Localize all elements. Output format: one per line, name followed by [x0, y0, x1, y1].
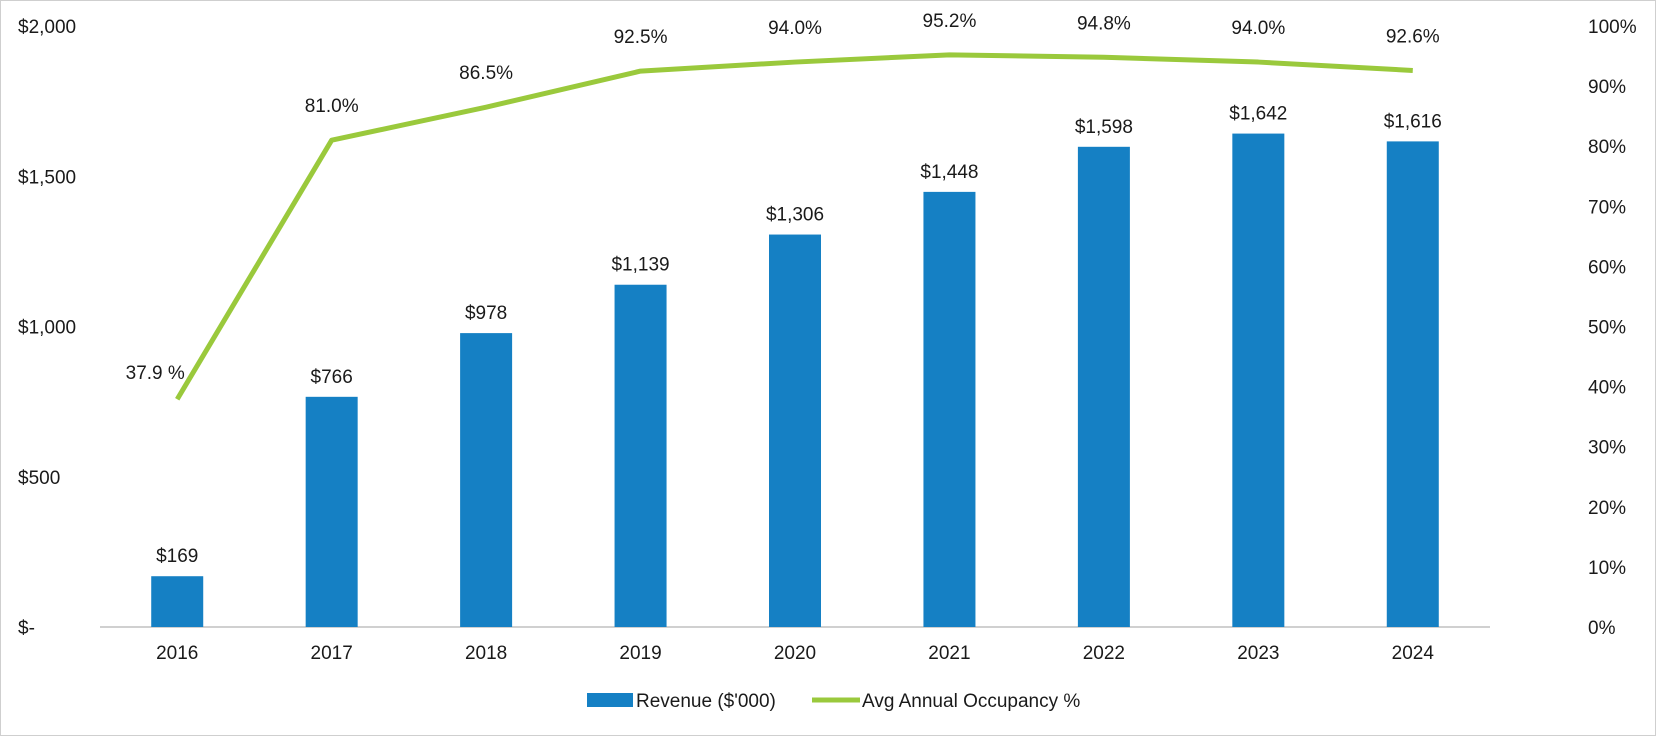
y-left-tick-label: $2,000	[18, 17, 76, 38]
bar-data-label: $1,306	[766, 205, 824, 226]
bar-revenue-2020	[769, 234, 821, 627]
line-data-label: 81.0%	[305, 96, 359, 117]
line-data-label: 37.9 %	[126, 363, 185, 384]
line-data-label: 94.0%	[768, 18, 822, 39]
y-right-tick-label: 10%	[1588, 558, 1626, 579]
y-left-tick-label: $500	[18, 468, 60, 489]
bar-revenue-2024	[1386, 141, 1439, 627]
bar-revenue-2021	[923, 191, 976, 627]
bar-data-label: $1,598	[1075, 117, 1133, 138]
y-right-tick-label: 30%	[1588, 438, 1626, 459]
bar-revenue-2018	[460, 333, 513, 627]
x-tick-label: 2018	[465, 643, 507, 664]
bar-data-label: $1,616	[1384, 111, 1442, 132]
x-tick-label: 2016	[156, 643, 198, 664]
line-data-label: 94.0%	[1231, 18, 1285, 39]
bar-data-label: $169	[156, 546, 198, 567]
y-left-tick-label: $-	[18, 618, 35, 639]
y-right-tick-label: 90%	[1588, 77, 1626, 98]
legend-label-revenue: Revenue ($'000)	[636, 691, 776, 712]
x-tick-label: 2017	[311, 643, 353, 664]
y-right-tick-label: 60%	[1588, 257, 1626, 278]
legend-swatch-revenue	[587, 693, 633, 707]
x-tick-label: 2023	[1237, 643, 1279, 664]
occupancy-line	[175, 52, 1413, 401]
bar-revenue-2023	[1232, 133, 1285, 628]
bar-revenue-2016	[151, 576, 204, 627]
y-right-tick-label: 70%	[1588, 197, 1626, 218]
x-tick-label: 2020	[774, 643, 816, 664]
y-left-tick-label: $1,000	[18, 318, 76, 339]
x-tick-label: 2019	[619, 643, 661, 664]
y-right-tick-label: 50%	[1588, 318, 1626, 339]
bar-data-label: $1,139	[611, 255, 669, 276]
legend-label-occupancy: Avg Annual Occupancy %	[862, 691, 1080, 712]
y-right-tick-label: 0%	[1588, 618, 1616, 639]
x-tick-label: 2024	[1392, 643, 1435, 664]
bar-data-label: $1,642	[1229, 104, 1287, 125]
bar-data-label: $766	[311, 367, 353, 388]
line-data-label: 86.5%	[459, 63, 513, 84]
line-data-label: 94.8%	[1077, 13, 1131, 34]
bar-data-label: $1,448	[920, 162, 978, 183]
y-right-tick-label: 80%	[1588, 137, 1626, 158]
legend: Revenue ($'000) Avg Annual Occupancy %	[587, 691, 1080, 712]
bar-revenue-2019	[614, 284, 667, 627]
bar-revenue-2017	[305, 396, 358, 627]
line-data-label: 92.6%	[1386, 26, 1440, 47]
y-left-tick-label: $1,500	[18, 167, 76, 188]
line-data-label: 92.5%	[614, 27, 668, 48]
bar-revenue-2022	[1077, 146, 1130, 627]
y-right-tick-label: 40%	[1588, 378, 1626, 399]
y-right-tick-label: 20%	[1588, 498, 1626, 519]
x-tick-label: 2021	[928, 643, 970, 664]
bar-data-label: $978	[465, 303, 507, 324]
line-data-label: 95.2%	[923, 11, 977, 32]
y-right-tick-label: 100%	[1588, 17, 1637, 38]
x-tick-label: 2022	[1083, 643, 1125, 664]
